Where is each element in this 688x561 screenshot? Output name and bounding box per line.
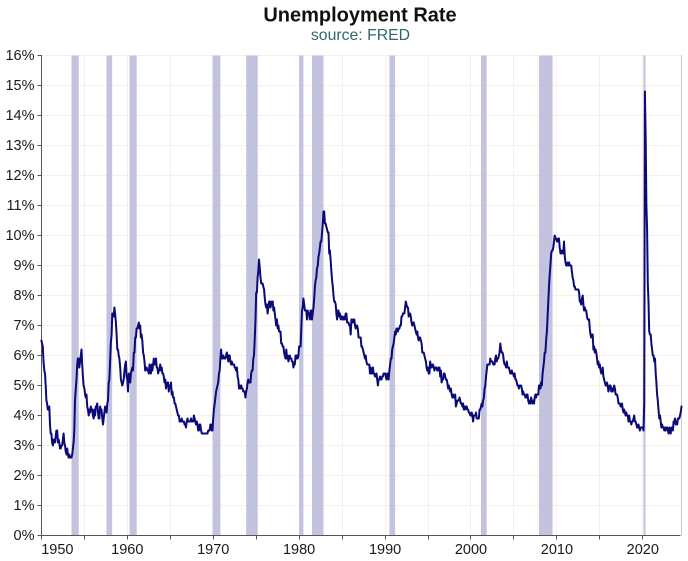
svg-text:6%: 6% — [14, 348, 35, 364]
svg-text:2000: 2000 — [455, 542, 487, 558]
svg-text:7%: 7% — [14, 318, 35, 334]
svg-text:2020: 2020 — [627, 542, 659, 558]
svg-text:1980: 1980 — [283, 542, 315, 558]
svg-text:10%: 10% — [5, 228, 34, 244]
svg-text:1990: 1990 — [369, 542, 401, 558]
svg-text:1970: 1970 — [197, 542, 229, 558]
svg-text:1950: 1950 — [41, 542, 73, 558]
svg-text:8%: 8% — [14, 288, 35, 304]
svg-text:2010: 2010 — [541, 542, 573, 558]
svg-text:1%: 1% — [14, 498, 35, 514]
svg-text:15%: 15% — [5, 78, 34, 94]
svg-text:3%: 3% — [14, 438, 35, 454]
svg-text:13%: 13% — [5, 138, 34, 154]
svg-text:0%: 0% — [14, 528, 35, 544]
svg-text:11%: 11% — [7, 198, 35, 214]
svg-text:5%: 5% — [14, 378, 35, 394]
svg-text:4%: 4% — [14, 408, 35, 424]
svg-text:14%: 14% — [5, 108, 34, 124]
svg-text:16%: 16% — [5, 48, 34, 64]
svg-text:2%: 2% — [14, 468, 35, 484]
svg-text:12%: 12% — [5, 168, 34, 184]
svg-text:1960: 1960 — [111, 542, 143, 558]
svg-text:Unemployment Rate: Unemployment Rate — [263, 5, 456, 27]
svg-text:source: FRED: source: FRED — [311, 27, 410, 44]
svg-text:9%: 9% — [14, 258, 35, 274]
